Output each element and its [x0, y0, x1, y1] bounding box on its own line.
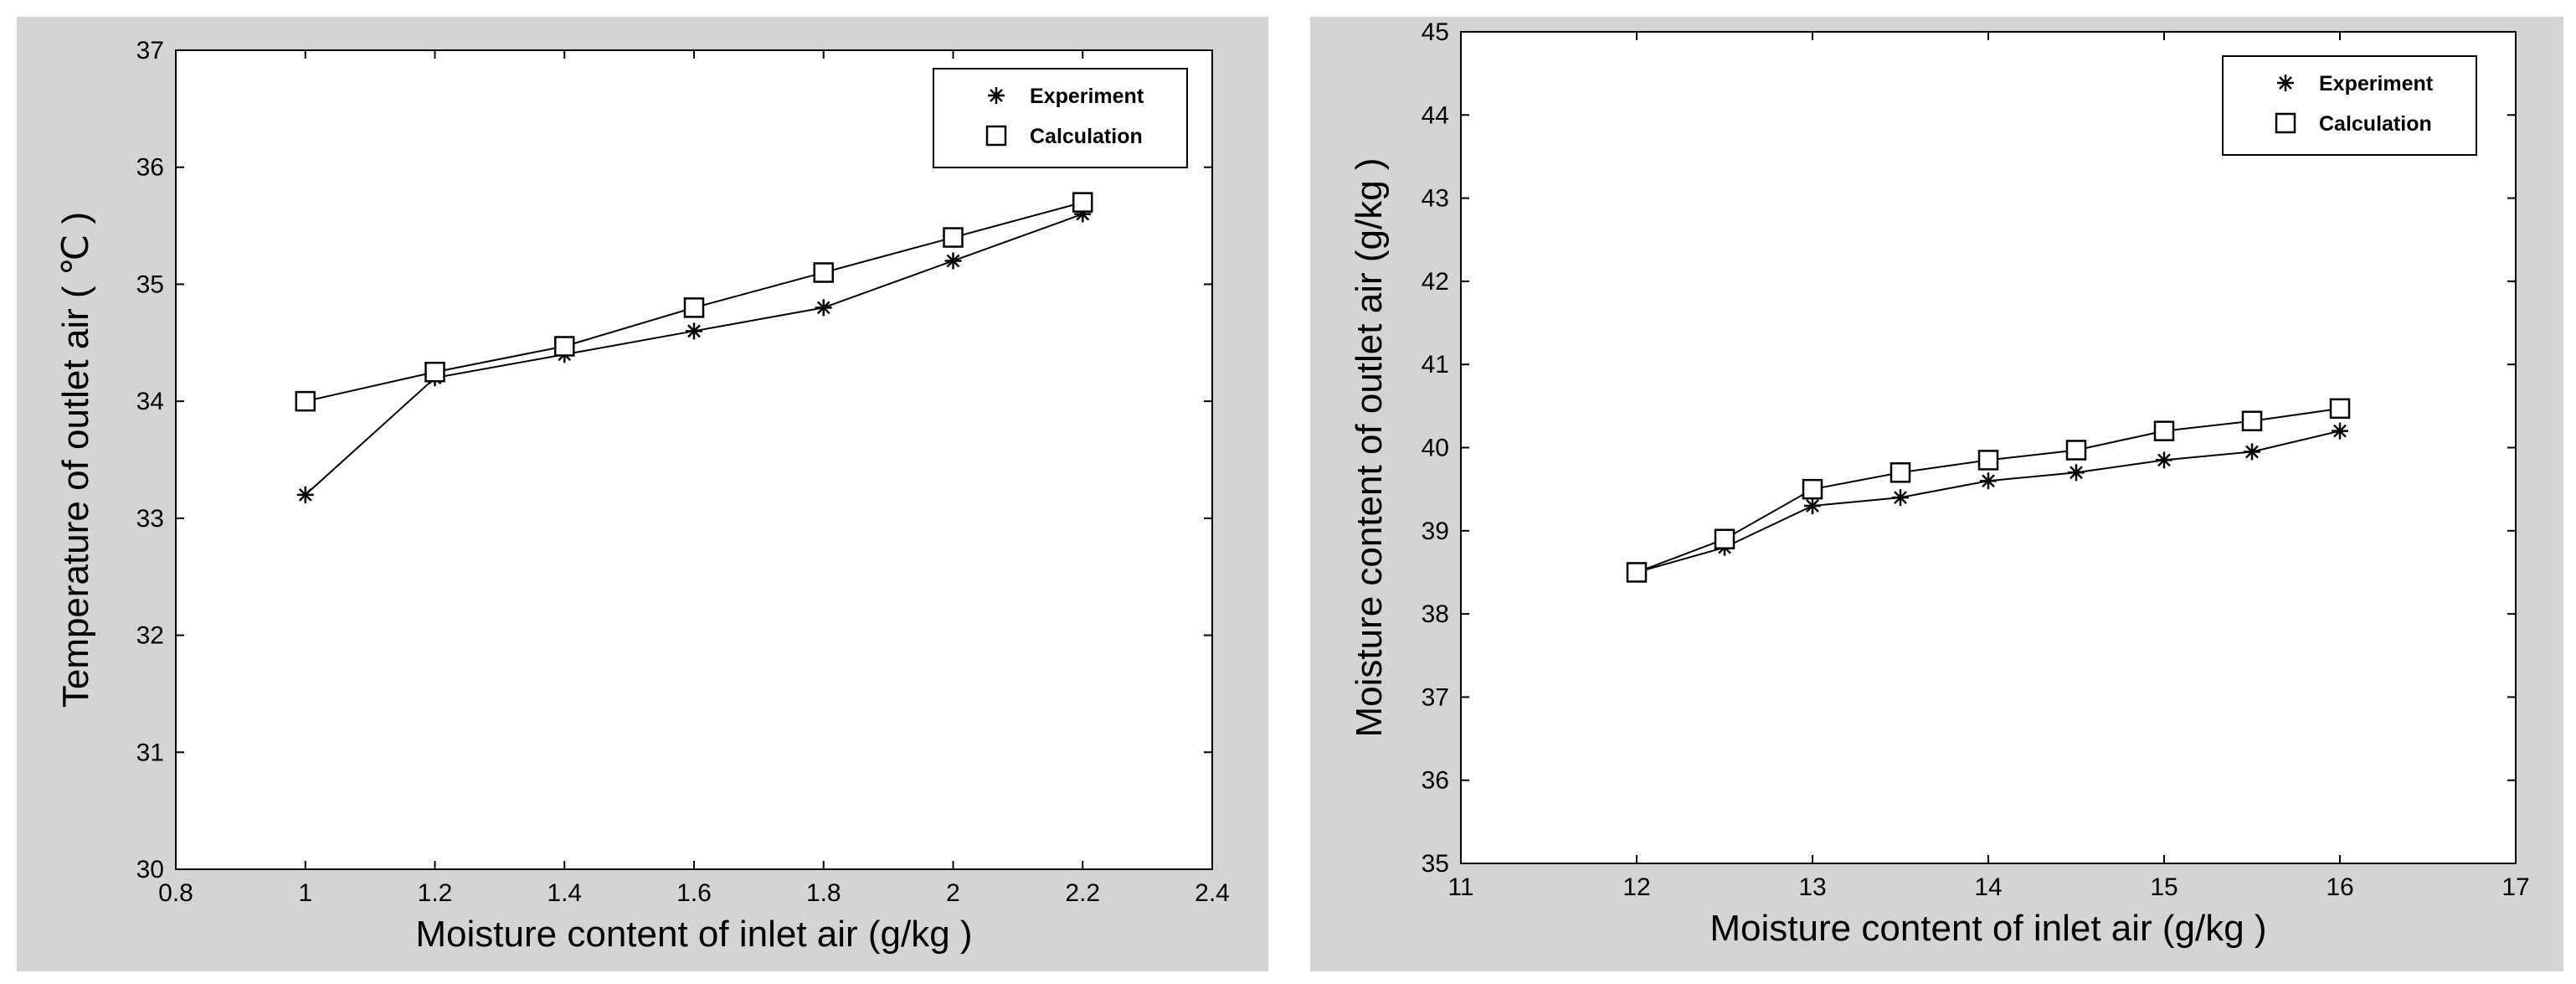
x-tick-label: 16: [2326, 873, 2353, 901]
y-tick-label: 36: [136, 154, 164, 182]
y-tick-label: 39: [1422, 518, 1449, 545]
data-point-calculation: [1072, 192, 1093, 213]
x-tick-label: 1.4: [547, 879, 582, 907]
data-point-experiment: [2156, 451, 2172, 469]
x-tick-label: 15: [2150, 873, 2178, 901]
x-tick-label: 1.8: [806, 879, 841, 907]
plot-area: [1460, 31, 2517, 864]
x-tick-label: 14: [1974, 873, 2002, 901]
y-tick-label: 36: [1422, 767, 1449, 795]
data-point-experiment: [1892, 489, 1909, 507]
data-point-experiment: [2332, 422, 2348, 440]
y-tick-label: 41: [1422, 351, 1449, 379]
data-point-calculation: [1890, 462, 1911, 483]
legend: Experiment Calculation: [933, 68, 1188, 168]
data-point-experiment: [944, 252, 962, 270]
legend-marker-experiment: [2277, 75, 2294, 91]
data-point-calculation: [943, 227, 964, 248]
data-point-experiment: [296, 486, 314, 503]
y-tick-label: 40: [1422, 435, 1449, 462]
chart-left-figure: 0.8 1 1.2 1.4 1.6 1.8 2 2.2 2.4 30 31 32 33 34 35 36 37 M…: [17, 17, 1268, 971]
data-point-calculation: [1626, 562, 1648, 583]
x-tick-label: 12: [1622, 873, 1650, 901]
y-tick-label: 42: [1422, 268, 1449, 296]
chart-right: 11 12 13 14 15 16 17 35 36 37 38 39 40 41 42 43 44 45 Mois…: [1349, 18, 2530, 949]
y-tick-label: 37: [1422, 683, 1449, 711]
x-tick-label: 11: [1447, 873, 1473, 901]
data-point-experiment: [1980, 472, 1997, 490]
x-tick-label: 0.8: [158, 879, 193, 907]
chart-left: 0.8 1 1.2 1.4 1.6 1.8 2 2.2 2.4 30 31 32 33 34 35 36 37 M…: [55, 37, 1230, 955]
y-tick-label: 44: [1422, 101, 1449, 129]
data-point-calculation: [424, 361, 445, 383]
y-tick-label: 30: [136, 856, 164, 884]
data-point-calculation: [554, 336, 575, 357]
data-point-experiment: [2068, 464, 2085, 482]
x-axis-title: Moisture content of inlet air (g/kg ): [415, 914, 972, 955]
x-tick-label: 1: [298, 879, 312, 907]
data-point-calculation: [2241, 410, 2263, 431]
y-tick-label: 32: [136, 622, 164, 650]
legend-label-experiment: Experiment: [1030, 85, 1144, 108]
x-tick-label: 13: [1798, 873, 1826, 901]
legend-box: [933, 68, 1188, 168]
y-tick-label: 34: [136, 388, 164, 415]
data-point-calculation: [2329, 398, 2351, 420]
x-tick-label: 2.4: [1195, 879, 1230, 907]
data-point-calculation: [2153, 420, 2175, 441]
legend-marker-calculation: [2275, 112, 2296, 134]
data-point-calculation: [1977, 450, 1999, 471]
data-point-calculation: [683, 297, 705, 318]
data-point-experiment: [2244, 443, 2260, 461]
legend-label-calculation: Calculation: [2319, 112, 2432, 136]
x-tick-label: 1.2: [418, 879, 453, 907]
y-axis-title: Temperature of outlet air ( ℃ ): [55, 212, 96, 708]
y-tick-label: 38: [1422, 600, 1449, 628]
legend: Experiment Calculation: [2222, 55, 2477, 156]
data-point-calculation: [2065, 440, 2087, 461]
legend-marker-experiment: [988, 87, 1005, 104]
data-point-experiment: [815, 299, 832, 317]
y-tick-label: 33: [136, 505, 164, 533]
y-tick-label: 37: [136, 37, 164, 64]
data-point-experiment: [686, 322, 702, 340]
legend-marker-calculation: [985, 125, 1007, 147]
plot-area: [175, 49, 1213, 870]
data-point-calculation: [295, 390, 316, 412]
y-tick-label: 45: [1422, 18, 1449, 46]
y-tick-label: 35: [1422, 850, 1449, 878]
y-tick-label: 31: [136, 739, 164, 766]
data-point-calculation: [813, 262, 834, 283]
x-tick-label: 2: [946, 879, 960, 907]
data-point-experiment: [1804, 497, 1821, 515]
data-point-calculation: [1714, 528, 1735, 549]
x-tick-label: 2.2: [1065, 879, 1100, 907]
chart-right-figure: 11 12 13 14 15 16 17 35 36 37 38 39 40 41 42 43 44 45 Mois…: [1310, 17, 2563, 971]
x-tick-label: 17: [2501, 873, 2529, 901]
data-point-calculation: [1802, 478, 1823, 500]
x-axis-title: Moisture content of inlet air (g/kg ): [1710, 908, 2266, 949]
y-tick-label: 43: [1422, 185, 1449, 213]
x-tick-label: 1.6: [676, 879, 712, 907]
legend-label-experiment: Experiment: [2319, 72, 2434, 95]
y-tick-label: 35: [136, 270, 164, 298]
y-axis-title: Moisture content of outlet air (g/kg ): [1349, 157, 1390, 737]
legend-label-calculation: Calculation: [1030, 125, 1143, 148]
legend-box: [2222, 55, 2477, 156]
